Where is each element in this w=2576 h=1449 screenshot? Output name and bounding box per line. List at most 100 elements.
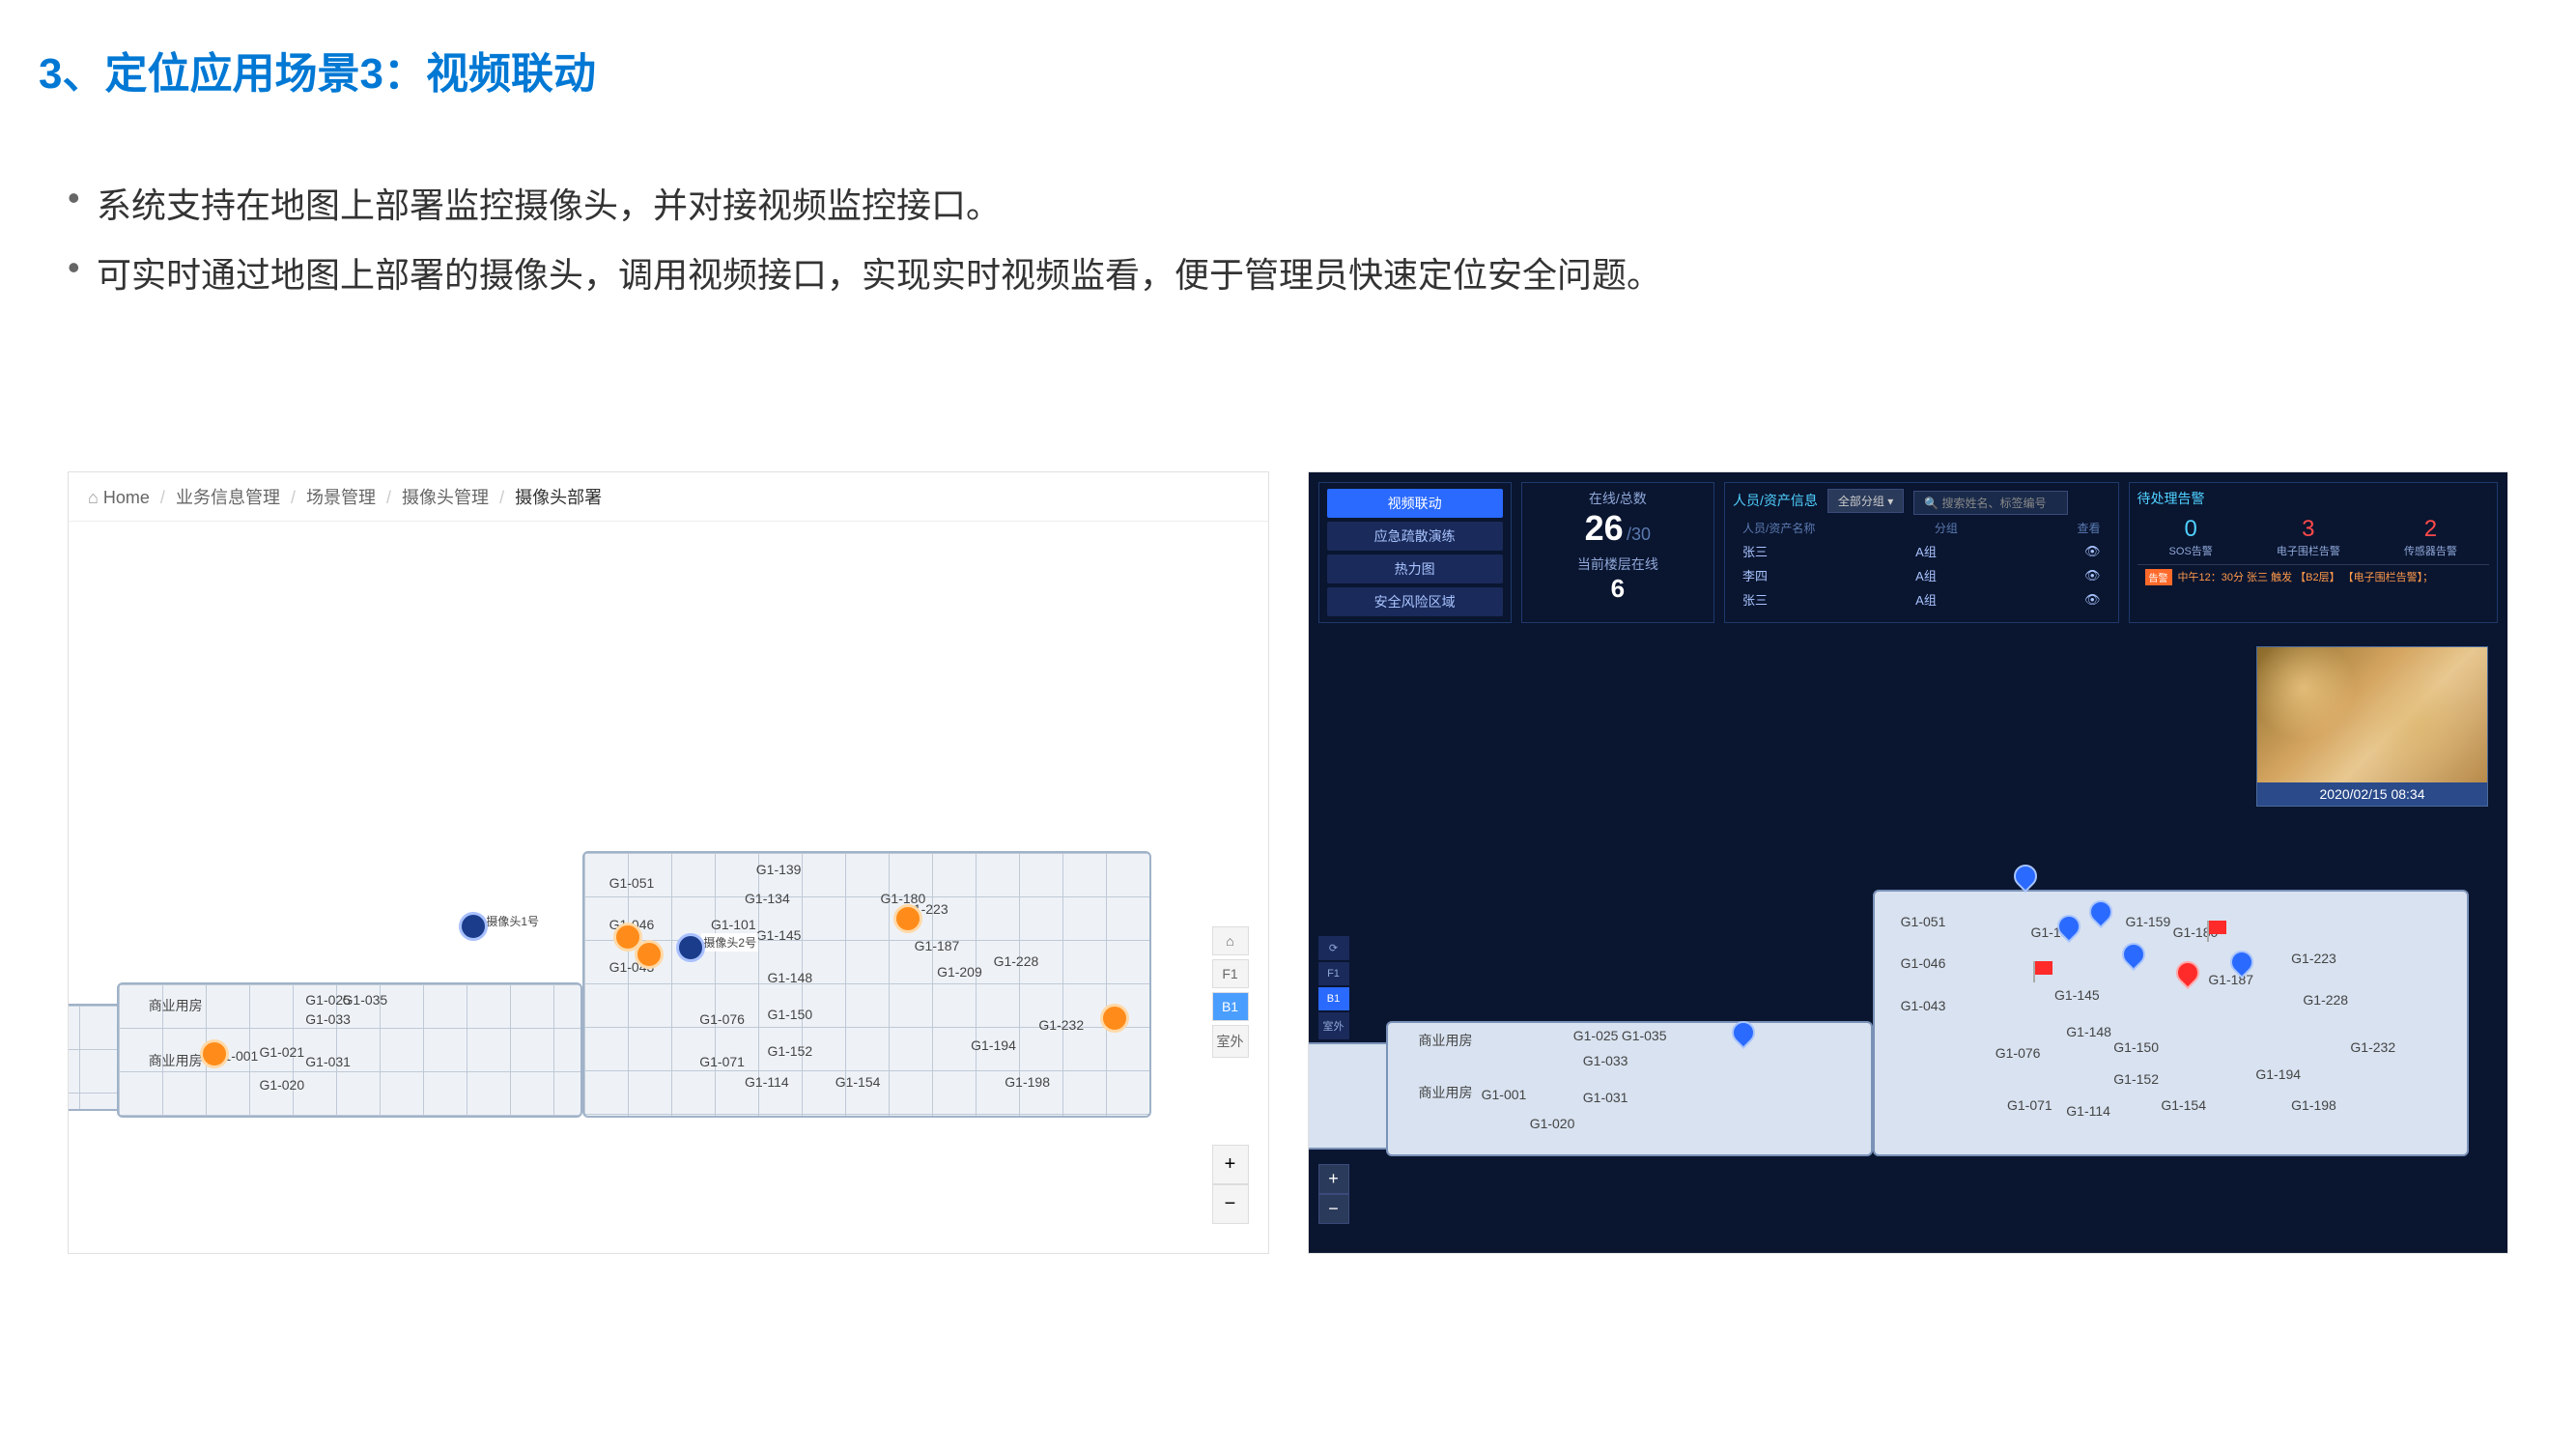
room-label: G1-232: [2348, 1038, 2397, 1056]
col-header: 人员/资产名称: [1742, 520, 1815, 536]
floor-button[interactable]: ⟳: [1318, 936, 1349, 960]
room-label: G1-051: [1899, 913, 1948, 930]
crumb-current: 摄像头部署: [515, 488, 602, 507]
alarm-panel: 待处理告警 0SOS告警 3电子围栏告警 2传感器告警 告警 中午12：30分 张三…: [2129, 482, 2498, 623]
panel-title: 待处理告警: [2137, 489, 2489, 508]
alert-badge: 告警: [2145, 569, 2172, 585]
zoom-controls[interactable]: + −: [1212, 1145, 1249, 1224]
room-label: G1-046: [1899, 954, 1948, 972]
nav-tab[interactable]: 安全风险区域: [1327, 587, 1503, 616]
eye-icon[interactable]: 👁: [2084, 568, 2101, 583]
room-label: G1-154: [2159, 1096, 2208, 1114]
asset-row[interactable]: 张三A组👁: [1733, 539, 2110, 563]
camera-icon[interactable]: [459, 912, 488, 941]
room-label: G1-033: [1581, 1052, 1630, 1069]
nav-tab[interactable]: 热力图: [1327, 554, 1503, 583]
flag-icon[interactable]: [2035, 961, 2052, 975]
room-label: G1-187: [2206, 971, 2255, 988]
floor-plan-map[interactable]: 商业用房商业用房G1-001G1-020G1-021G1-033G1-031G1…: [117, 762, 1152, 1118]
flag-icon[interactable]: [2209, 921, 2226, 934]
alarm-item[interactable]: 2传感器告警: [2404, 516, 2457, 558]
room-label: G1-194: [2253, 1065, 2303, 1083]
floor-button[interactable]: B1: [1318, 987, 1349, 1010]
camera-icon[interactable]: [676, 933, 705, 962]
room-label: G1-020: [1528, 1115, 1577, 1132]
page-title: 3、定位应用场景3：视频联动: [39, 39, 2537, 100]
online-count: 26: [1585, 508, 1624, 548]
room-label: G1-035: [341, 991, 390, 1009]
room-label: G1-020: [257, 1076, 306, 1094]
zoom-in-button[interactable]: +: [1212, 1145, 1249, 1184]
room-label: G1-114: [743, 1073, 791, 1091]
room-label: G1-194: [969, 1037, 1018, 1054]
room-label: G1-232: [1036, 1016, 1086, 1034]
room-label: G1-228: [2301, 991, 2350, 1009]
asset-row[interactable]: 张三A组👁: [1733, 587, 2110, 611]
zoom-out-button[interactable]: −: [1212, 1184, 1249, 1224]
location-pin-icon[interactable]: [2009, 860, 2042, 893]
room-label: G1-148: [765, 969, 814, 986]
asset-row[interactable]: 李四A组👁: [1733, 563, 2110, 587]
room-label: G1-198: [2289, 1096, 2338, 1114]
room-label: G1-150: [765, 1006, 814, 1023]
room-label: G1-223: [2289, 950, 2338, 967]
video-thumbnail[interactable]: [2257, 647, 2487, 782]
beacon-icon[interactable]: [200, 1039, 229, 1068]
crumb[interactable]: 业务信息管理: [176, 488, 280, 507]
room-label: G1-031: [303, 1053, 353, 1070]
floor-button[interactable]: 室外: [1318, 1012, 1349, 1039]
floor-button[interactable]: B1: [1212, 992, 1249, 1021]
zoom-in-button[interactable]: +: [1318, 1164, 1349, 1194]
beacon-icon[interactable]: [635, 940, 664, 969]
floor-button[interactable]: 室外: [1212, 1025, 1249, 1058]
alarm-item[interactable]: 0SOS告警: [2169, 516, 2213, 558]
floor-button[interactable]: F1: [1212, 959, 1249, 988]
search-icon: 🔍: [1924, 497, 1939, 510]
nav-tab[interactable]: 视频联动: [1327, 489, 1503, 518]
side-toolbar[interactable]: ⟳F1B1室外: [1318, 936, 1349, 1039]
stat-label: 在线/总数: [1530, 489, 1706, 508]
search-input[interactable]: 🔍 搜索姓名、标签编号: [1913, 491, 2068, 515]
eye-icon[interactable]: 👁: [2084, 544, 2101, 559]
room-label: G1-145: [2052, 986, 2102, 1004]
room-label: G1-209: [935, 963, 984, 980]
room-label: 商业用房: [1417, 1030, 1475, 1051]
alarm-item[interactable]: 3电子围栏告警: [2277, 516, 2340, 558]
room-label: G1-187: [913, 937, 962, 954]
video-popup[interactable]: ✕ 2020/02/15 08:34: [2256, 646, 2488, 807]
room-label: G1-076: [697, 1010, 747, 1028]
home-icon[interactable]: ⌂: [88, 488, 99, 507]
zoom-controls-dark[interactable]: + −: [1318, 1164, 1349, 1224]
group-dropdown[interactable]: 全部分组 ▾: [1827, 489, 1904, 513]
floor-button[interactable]: F1: [1318, 962, 1349, 985]
room-label: G1-152: [2111, 1070, 2161, 1088]
panel-title: 人员/资产信息: [1733, 491, 1818, 510]
floor-selector[interactable]: ⌂ F1 B1 室外: [1212, 926, 1249, 1058]
room-label: G1-071: [697, 1053, 747, 1070]
breadcrumb[interactable]: ⌂ Home / 业务信息管理 / 场景管理 / 摄像头管理 / 摄像头部署: [69, 472, 1268, 522]
crumb[interactable]: 场景管理: [306, 488, 376, 507]
crumb[interactable]: 摄像头管理: [402, 488, 489, 507]
crumb[interactable]: Home: [103, 488, 150, 507]
floor-plan-map-dark[interactable]: 商业用房商业用房G1-001G1-020G1-025G1-033G1-031G1…: [1386, 801, 2470, 1156]
online-stats-panel: 在线/总数 26 /30 当前楼层在线 6: [1521, 482, 1714, 623]
eye-icon[interactable]: 👁: [2084, 592, 2101, 608]
room-label: G1-159: [2124, 913, 2173, 930]
room-label: G1-001: [1480, 1086, 1529, 1103]
bullet-item: 系统支持在地图上部署监控摄像头，并对接视频监控接口。: [97, 178, 2537, 228]
room-label: G1-228: [992, 952, 1041, 970]
beacon-icon[interactable]: [1100, 1004, 1129, 1033]
zoom-out-button[interactable]: −: [1318, 1194, 1349, 1224]
beacon-icon[interactable]: [893, 904, 922, 933]
room-label: G1-139: [754, 861, 804, 878]
bullet-list: 系统支持在地图上部署监控摄像头，并对接视频监控接口。 可实时通过地图上部署的摄像…: [39, 178, 2537, 298]
nav-tab[interactable]: 应急疏散演练: [1327, 522, 1503, 551]
room-label: 商业用房: [147, 1050, 205, 1071]
room-label: G1-025: [1571, 1027, 1621, 1044]
floor-button[interactable]: ⌂: [1212, 926, 1249, 955]
room-label: G1-101: [709, 916, 758, 933]
floor-online-count: 6: [1530, 574, 1706, 604]
room-label: G1-043: [1899, 997, 1948, 1014]
alert-text: 中午12：30分 张三 触发 【B2层】 【电子围栏告警】；: [2178, 569, 2434, 585]
room-label: G1-152: [765, 1042, 814, 1060]
